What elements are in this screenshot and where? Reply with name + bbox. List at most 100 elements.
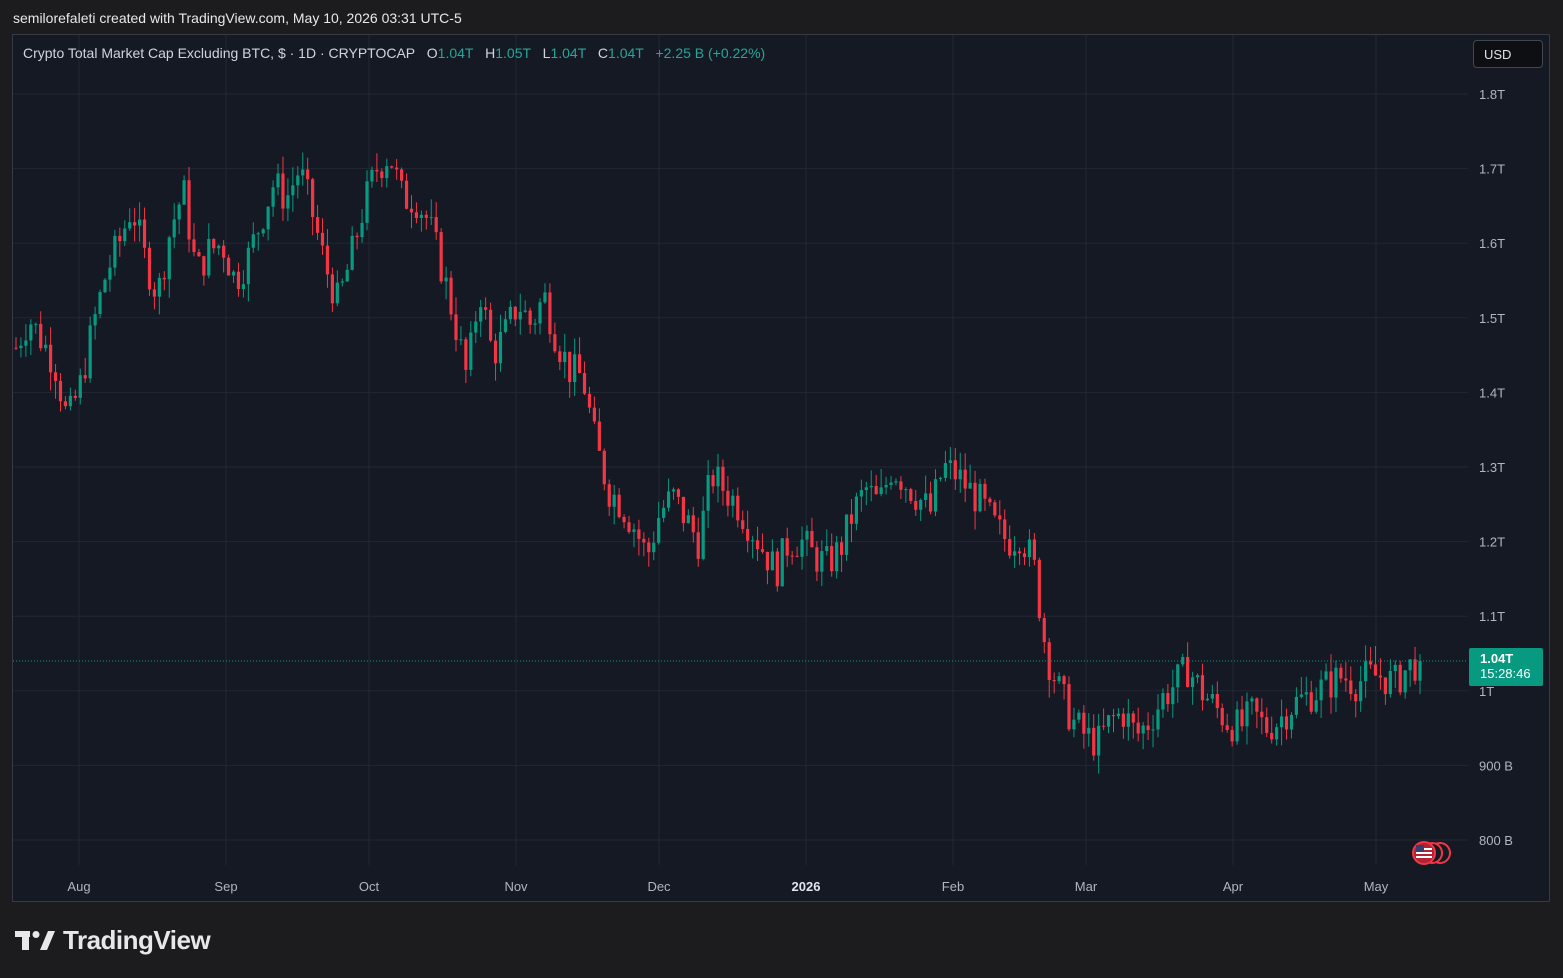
candle-body	[1349, 680, 1353, 694]
candle-body	[800, 539, 804, 557]
candle-body	[1275, 727, 1279, 740]
candle-body	[419, 214, 423, 218]
candle-body	[226, 257, 231, 276]
candle-body	[1354, 693, 1358, 702]
candle-body	[251, 234, 255, 248]
candlestick-chart[interactable]: 1.8T 1.7T 1.6T 1.5T 1.4T 1.3T 1.2T 1.1T 1T 900 B 8…	[13, 35, 1549, 901]
candle	[825, 529, 829, 556]
price-tick-label: 1.8T	[1479, 87, 1505, 102]
candle-body	[217, 245, 221, 249]
tradingview-brand[interactable]: TradingView	[15, 924, 211, 956]
candle-body	[790, 555, 794, 557]
candle	[568, 351, 572, 398]
candle-body	[681, 496, 685, 524]
candle-body	[553, 334, 557, 352]
candle	[400, 167, 404, 189]
change-value: +2.25 B (+0.22%)	[655, 45, 766, 61]
candle	[632, 523, 636, 548]
candle-body	[780, 538, 784, 587]
candle-body	[1052, 680, 1056, 682]
candle	[355, 232, 359, 250]
candle	[1195, 673, 1200, 684]
candle-body	[721, 466, 725, 491]
candle-body	[815, 547, 819, 572]
candle-body	[1314, 700, 1318, 712]
candle-body	[760, 549, 765, 552]
candle	[553, 322, 557, 354]
candle	[741, 510, 745, 534]
candle	[207, 223, 211, 279]
candle	[167, 235, 171, 298]
candle-body	[424, 214, 428, 218]
candle	[454, 297, 458, 352]
candle-body	[1245, 701, 1249, 727]
candle-body	[963, 469, 967, 489]
candle-body	[1398, 664, 1402, 693]
price-tick-label: 900 B	[1479, 758, 1513, 773]
candle	[1097, 713, 1101, 774]
candle-body	[459, 339, 463, 341]
candle	[1265, 707, 1269, 738]
candle	[172, 203, 176, 249]
candle-body	[1013, 551, 1017, 556]
candle-body	[602, 450, 606, 485]
candle-body	[197, 252, 201, 257]
candle	[306, 157, 310, 195]
candle-body	[597, 421, 601, 451]
candle	[226, 254, 231, 276]
candle-body	[874, 485, 878, 495]
candle	[187, 167, 191, 253]
economic-events-flag-icon[interactable]	[1406, 839, 1454, 867]
candle-body	[1017, 551, 1022, 554]
candle	[1215, 681, 1219, 719]
chart-panel[interactable]: 1.8T 1.7T 1.6T 1.5T 1.4T 1.3T 1.2T 1.1T 1T 900 B 8…	[12, 34, 1550, 902]
candle	[1359, 665, 1363, 712]
candle	[1022, 547, 1027, 566]
candle-body	[1364, 661, 1368, 682]
candle	[44, 335, 48, 352]
candle	[518, 293, 522, 335]
currency-button[interactable]: USD	[1473, 40, 1543, 68]
candle-body	[137, 219, 142, 226]
candle	[137, 202, 142, 242]
candle	[676, 488, 681, 505]
candle	[424, 210, 428, 230]
candle	[261, 228, 265, 237]
candle	[1220, 703, 1224, 733]
candle	[839, 536, 844, 573]
candle	[1270, 716, 1274, 744]
candle-body	[1344, 678, 1348, 681]
candle-body	[785, 538, 789, 556]
candle	[983, 478, 987, 512]
candle	[914, 489, 918, 516]
candle-body	[152, 289, 157, 297]
candle-body	[123, 228, 127, 242]
candle-body	[167, 237, 171, 280]
candle-body	[39, 323, 43, 349]
time-tick-label: Aug	[67, 879, 90, 894]
candle-body	[49, 344, 53, 373]
time-tick-label: 2026	[792, 879, 821, 894]
candle	[671, 487, 676, 500]
candle-body	[587, 393, 592, 408]
candle	[820, 540, 824, 587]
candle	[1017, 547, 1022, 565]
low-label: L	[542, 45, 551, 61]
candle-body	[1225, 725, 1229, 730]
candle-body	[1087, 727, 1091, 734]
time-tick-label: May	[1364, 879, 1389, 894]
candle	[647, 537, 651, 567]
candle	[1032, 532, 1036, 566]
candle	[577, 337, 582, 374]
candle	[14, 337, 18, 351]
candle-body	[469, 332, 473, 370]
candle-body	[810, 530, 814, 548]
candle	[548, 283, 552, 343]
candle-body	[355, 235, 359, 238]
close-label: C	[597, 45, 609, 61]
candle-body	[1339, 667, 1343, 679]
candle	[1082, 704, 1086, 749]
candle	[1235, 701, 1239, 745]
price-axis: 1.8T 1.7T 1.6T 1.5T 1.4T 1.3T 1.2T 1.1T 1T 900 B 8…	[1479, 87, 1513, 848]
candle	[790, 550, 794, 565]
